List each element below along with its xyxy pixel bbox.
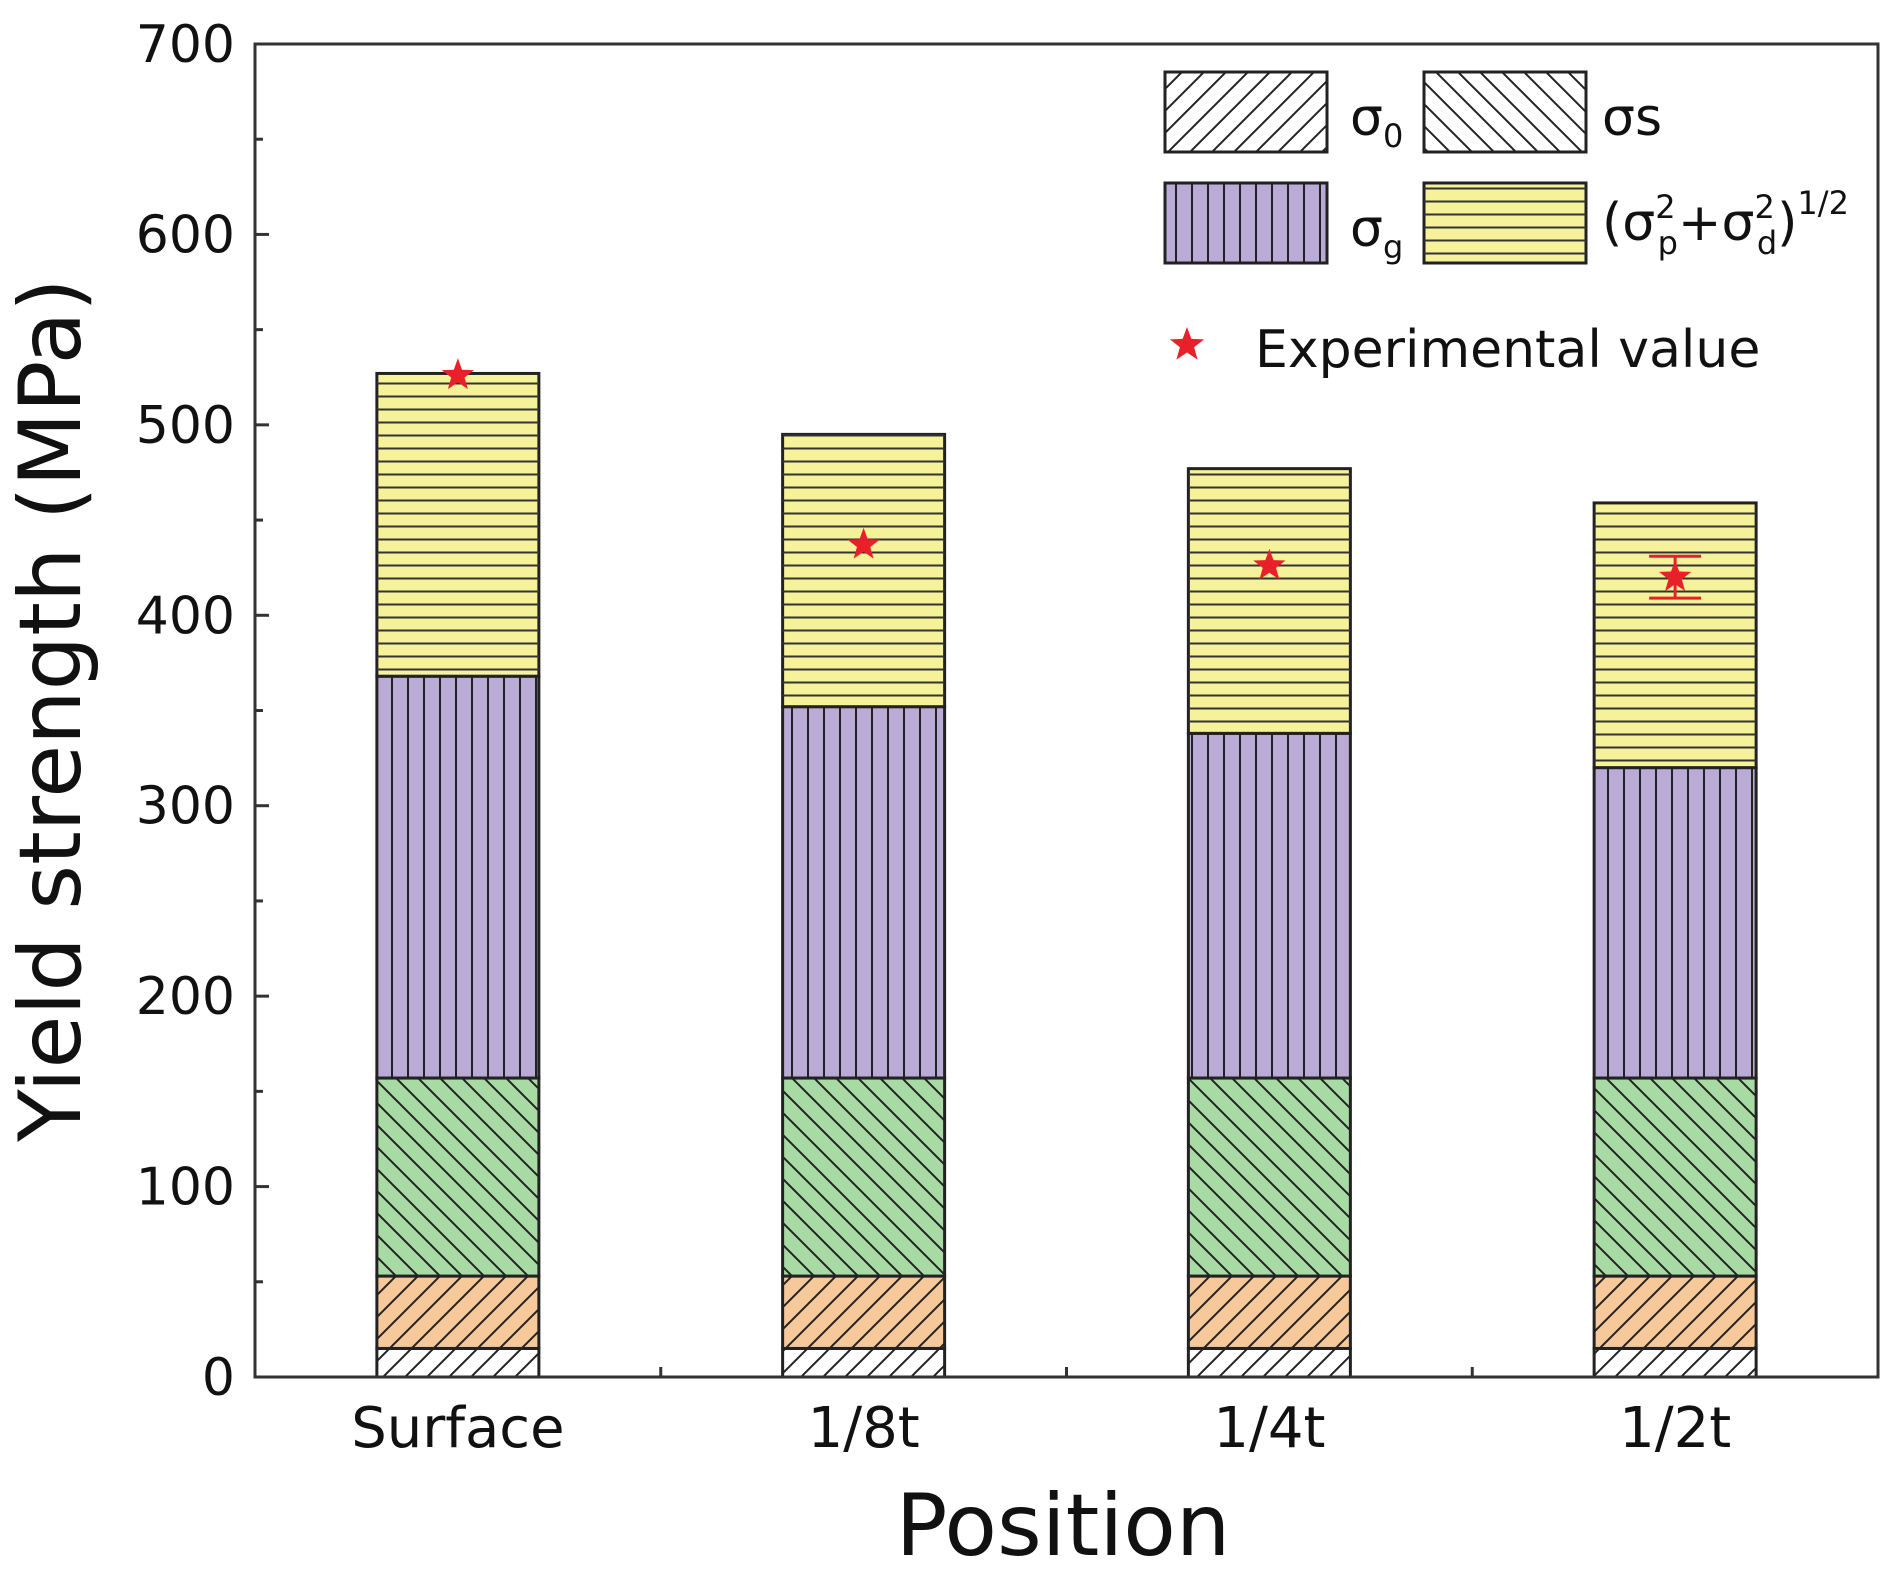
legend-label-experimental: Experimental value <box>1255 320 1760 380</box>
experimental-point <box>1253 548 1286 580</box>
experimental-point <box>847 527 880 559</box>
bar-segment-sigmas-hatch <box>782 1078 945 1277</box>
bar-segment-sigmag-hatch <box>376 676 539 1079</box>
bar-segment-base-hatch <box>376 1348 539 1377</box>
experimental-markers <box>441 358 1702 600</box>
legend-item-sigmas: σs <box>1422 70 1662 154</box>
bar-segment-sigma0-hatch <box>376 1276 539 1349</box>
y-axis-title: Yield strength (MPa) <box>1 278 101 1143</box>
legend-label-sigmas: σs <box>1602 88 1662 148</box>
bar-segment-base-hatch <box>1594 1348 1757 1377</box>
legend-label-sigma0: σ0 <box>1350 88 1403 155</box>
bar-segment-sigmag-hatch <box>782 706 945 1079</box>
legend-swatch-sigmapd-pattern <box>1424 183 1586 263</box>
bar-segment-sigmas-hatch <box>376 1078 539 1277</box>
y-tick-label: 600 <box>136 205 235 265</box>
y-tick-label: 100 <box>136 1158 235 1218</box>
experimental-point <box>1659 560 1692 591</box>
legend-item-experimental: Experimental value <box>1169 320 1760 380</box>
x-tick-label: 1/2t <box>1619 1396 1731 1461</box>
y-tick-label: 0 <box>202 1348 235 1408</box>
bar-segment-sigmas-hatch <box>1188 1078 1351 1277</box>
bar-segment-sigmas-hatch <box>1594 1078 1757 1277</box>
bar-segment-sigmapd-hatch <box>376 373 539 677</box>
legend-label-sigmapd: (σ2 p+σ2 d)1/2 <box>1602 184 1849 262</box>
x-axis-title: Position <box>896 1476 1231 1569</box>
x-tick-label: 1/8t <box>808 1396 920 1461</box>
bar-segment-sigmapd-hatch <box>782 434 945 707</box>
bar-segment-sigma0-hatch <box>1594 1276 1757 1349</box>
legend-item-sigma0: σ0 <box>1163 70 1403 155</box>
bar-segment-sigma0-hatch <box>1188 1276 1351 1349</box>
legend-label-sigmag: σg <box>1350 199 1403 266</box>
bar-segment-base-hatch <box>782 1348 945 1377</box>
y-tick-label: 700 <box>136 15 235 75</box>
bars-layer <box>375 371 1758 1379</box>
legend-item-sigmapd: (σ2 p+σ2 d)1/2 <box>1422 181 1849 265</box>
bar-segment-sigmag-hatch <box>1188 733 1351 1079</box>
y-tick-label: 400 <box>136 586 235 646</box>
legend-star-icon <box>1169 327 1205 360</box>
y-axis: 0 100 200 300 400 500 600 700 <box>136 15 269 1408</box>
legend-swatch-sigmas-pattern <box>1424 72 1586 152</box>
y-tick-label: 500 <box>136 396 235 456</box>
x-axis: Surface 1/8t 1/4t 1/2t <box>351 1367 1731 1461</box>
y-tick-label: 300 <box>136 777 235 837</box>
experimental-point <box>441 358 474 390</box>
bar-segment-sigmapd-hatch <box>1188 468 1351 734</box>
legend-swatch-sigma0-pattern <box>1165 72 1327 152</box>
bar-segment-sigmapd-hatch <box>1594 502 1757 768</box>
legend-item-sigmag: σg <box>1163 181 1403 266</box>
x-tick-label: 1/4t <box>1213 1396 1325 1461</box>
bar-segment-sigma0-hatch <box>782 1276 945 1349</box>
y-tick-label: 200 <box>136 967 235 1027</box>
legend-swatch-sigmag-pattern <box>1165 183 1327 263</box>
bar-segment-sigmag-hatch <box>1594 767 1757 1079</box>
bar-segment-base-hatch <box>1188 1348 1351 1377</box>
x-tick-label: Surface <box>351 1396 564 1461</box>
legend: σ0 σs σg (σ2 p+σ2 d)1/2 Experimental value <box>1163 70 1849 380</box>
